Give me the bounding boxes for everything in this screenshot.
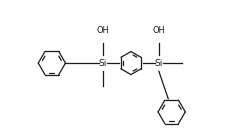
Text: Si: Si (155, 59, 163, 68)
Text: OH: OH (153, 26, 165, 35)
Text: Si: Si (99, 59, 107, 68)
Text: OH: OH (97, 26, 110, 35)
